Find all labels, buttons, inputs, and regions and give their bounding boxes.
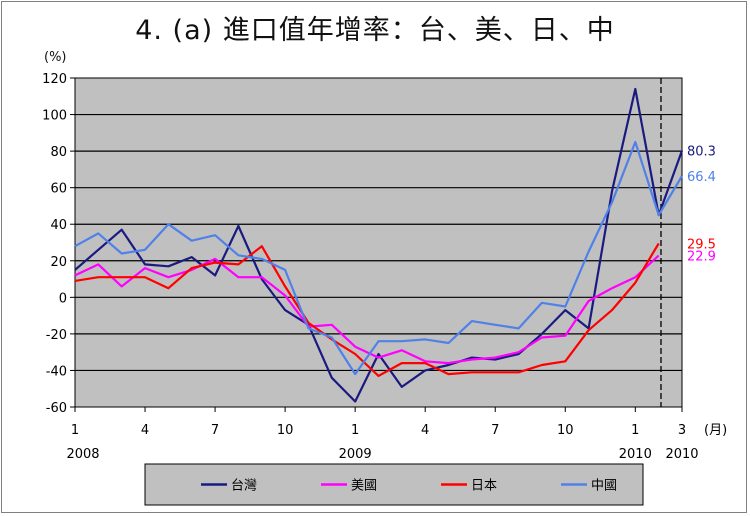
y-tick-label: 120 [42,72,67,87]
y-tick-label: -20 [46,328,67,343]
y-tick-label: 100 [42,109,67,124]
legend-label: 日本 [471,479,497,494]
series-end-label: 80.3 [687,145,716,160]
series-line [74,140,683,376]
x-year-label: 2008 [66,447,99,462]
x-tick-label: 3 [678,423,686,438]
x-year-label: 2009 [339,447,372,462]
y-tick-label: 20 [50,255,67,270]
y-tick-label: 40 [50,218,67,233]
y-axis-unit: (%) [44,50,67,65]
x-year-label: 2010 [665,447,698,462]
x-tick-label: 1 [71,423,79,438]
x-tick-label: 7 [211,423,219,438]
series-line [74,242,660,377]
x-tick-label: 1 [351,423,359,438]
x-tick-label: 10 [557,423,574,438]
legend [144,463,644,506]
series-end-label: 22.9 [687,249,716,264]
series-line [74,254,660,365]
chart-title: 4. (a) 進口值年增率：台、美、日、中 [135,15,615,46]
y-tick-label: -40 [46,364,67,379]
x-tick-label: 1 [631,423,639,438]
y-tick-label: -60 [46,401,67,416]
legend-label: 中國 [591,479,617,494]
x-tick-label: 7 [491,423,499,438]
x-unit-label: (月) [704,423,727,438]
y-tick-label: 60 [50,182,67,197]
x-tick-label: 4 [141,423,149,438]
series-end-label: 29.5 [687,237,716,252]
series-end-label: 66.4 [687,170,716,185]
legend-label: 美國 [351,479,377,494]
x-tick-label: 10 [277,423,294,438]
series-line [74,87,684,403]
x-tick-label: 4 [421,423,429,438]
legend-label: 台灣 [231,479,257,494]
plot-area [74,77,683,408]
x-year-label: 2010 [619,447,652,462]
y-tick-label: 80 [50,145,67,160]
y-tick-label: 0 [59,291,67,306]
